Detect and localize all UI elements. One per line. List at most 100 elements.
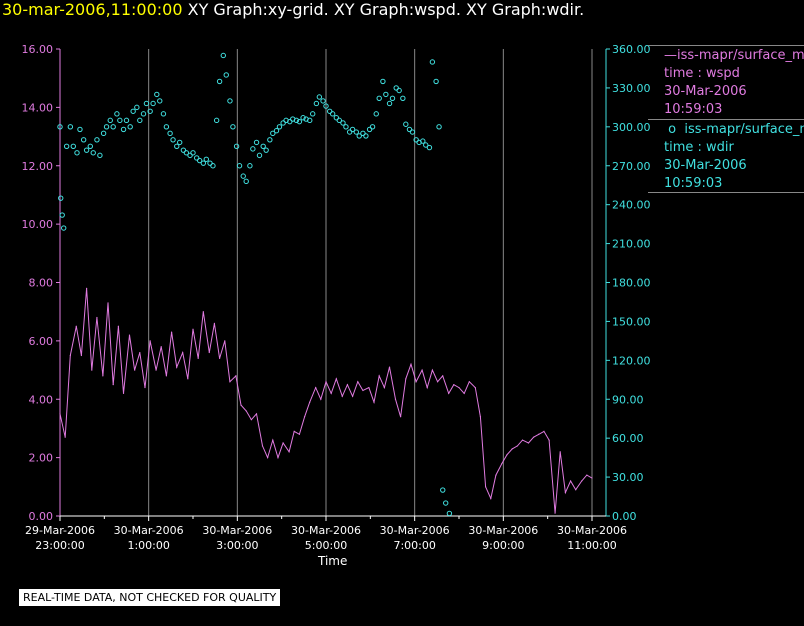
data-point-wspd bbox=[362, 389, 364, 392]
data-point-wdir bbox=[196, 157, 203, 164]
data-point-wdir bbox=[409, 129, 416, 135]
data-point-wspd bbox=[458, 386, 460, 389]
x-tick-label-date: 30-Mar-2006 bbox=[557, 524, 627, 537]
data-point-wspd bbox=[303, 416, 306, 418]
data-point-wspd bbox=[479, 416, 482, 418]
y-left-tick-label: 12.00 bbox=[22, 160, 54, 173]
x-tick-label-date: 30-Mar-2006 bbox=[468, 524, 538, 537]
data-point-wspd bbox=[463, 392, 465, 395]
data-point-wspd bbox=[75, 325, 77, 327]
data-point-wspd bbox=[564, 492, 567, 494]
data-point-wspd bbox=[388, 366, 391, 368]
y-right-tick-label: 120.00 bbox=[612, 354, 651, 367]
legend-divider-bottom bbox=[648, 192, 804, 193]
data-point-wspd bbox=[490, 497, 492, 500]
data-point-wspd bbox=[485, 486, 487, 488]
y-right-tick-label: 0.00 bbox=[612, 510, 637, 523]
legend-wdir-name: o iss-mapr/surface_m bbox=[664, 122, 804, 137]
data-point-wdir bbox=[123, 117, 130, 124]
data-point-wspd bbox=[165, 375, 167, 377]
data-point-wspd bbox=[208, 351, 210, 354]
data-point-wspd bbox=[352, 395, 354, 397]
data-point-wdir bbox=[94, 137, 100, 143]
data-point-wspd bbox=[107, 302, 109, 304]
data-point-wdir bbox=[429, 59, 436, 65]
data-point-wdir bbox=[443, 500, 449, 506]
data-point-wspd bbox=[272, 439, 274, 441]
data-point-wdir bbox=[300, 115, 306, 121]
data-point-wdir bbox=[120, 126, 127, 133]
data-point-wdir bbox=[213, 117, 220, 124]
data-point-wdir bbox=[363, 133, 369, 139]
data-point-wspd bbox=[240, 404, 242, 406]
data-point-wspd bbox=[219, 357, 221, 359]
data-point-wspd bbox=[96, 316, 98, 319]
data-point-wspd bbox=[320, 398, 322, 400]
y-right-tick-label: 150.00 bbox=[612, 315, 651, 328]
data-point-wdir bbox=[426, 144, 433, 151]
data-point-wdir bbox=[389, 95, 396, 101]
legend-wdir-time: 10:59:03 bbox=[664, 176, 723, 191]
data-point-wspd bbox=[315, 386, 317, 389]
data-point-wspd bbox=[298, 433, 300, 435]
data-point-wdir bbox=[260, 143, 266, 149]
quality-disclaimer: REAL-TIME DATA, NOT CHECKED FOR QUALITY bbox=[19, 589, 281, 606]
y-right-tick-label: 270.00 bbox=[612, 160, 651, 173]
data-point-wdir bbox=[58, 195, 64, 201]
legend-wspd: —iss-mapr/surface_m time : wspd 30-Mar-2… bbox=[664, 47, 804, 119]
data-point-wspd bbox=[117, 325, 119, 327]
data-point-wdir bbox=[220, 52, 226, 59]
data-point-wdir bbox=[117, 117, 123, 124]
y-right-tick-label: 300.00 bbox=[612, 121, 651, 134]
data-point-wspd bbox=[134, 369, 136, 371]
data-point-wdir bbox=[74, 150, 80, 156]
data-point-wspd bbox=[495, 474, 497, 476]
data-point-wdir bbox=[333, 115, 340, 121]
data-point-wspd bbox=[224, 340, 226, 342]
data-point-wdir bbox=[163, 124, 170, 130]
data-point-wspd bbox=[255, 413, 258, 415]
data-point-wdir bbox=[70, 143, 77, 149]
data-point-wspd bbox=[213, 322, 216, 324]
data-point-wspd bbox=[182, 351, 184, 354]
data-point-wdir bbox=[406, 126, 413, 133]
data-point-wdir bbox=[83, 147, 90, 153]
data-point-wspd bbox=[309, 401, 311, 403]
data-point-wdir bbox=[174, 143, 180, 149]
data-point-wspd bbox=[277, 457, 279, 459]
x-axis-label: Time bbox=[318, 554, 348, 568]
data-point-wspd bbox=[341, 395, 343, 397]
data-point-wdir bbox=[326, 108, 333, 114]
data-point-wdir bbox=[420, 138, 426, 144]
data-point-wspd bbox=[373, 401, 375, 403]
data-point-wdir bbox=[240, 173, 246, 179]
data-point-wdir bbox=[296, 118, 303, 125]
data-point-wspd bbox=[176, 366, 178, 368]
legend-wspd-date: 30-Mar-2006 bbox=[664, 84, 747, 99]
data-point-wspd bbox=[149, 340, 151, 342]
data-point-wdir bbox=[203, 156, 210, 162]
y-left-tick-label: 14.00 bbox=[22, 101, 54, 114]
y-left-tick-label: 4.00 bbox=[29, 393, 54, 406]
y-right-tick-label: 30.00 bbox=[612, 471, 644, 484]
data-point-wdir bbox=[400, 95, 406, 101]
data-point-wdir bbox=[386, 100, 393, 107]
data-point-wspd bbox=[548, 439, 550, 441]
data-point-wdir bbox=[127, 124, 133, 130]
legend-wdir: o iss-mapr/surface_m time : wdir 30-Mar-… bbox=[664, 121, 804, 193]
data-point-wspd bbox=[197, 357, 199, 359]
data-point-wdir bbox=[130, 108, 136, 114]
legend-divider-mid bbox=[648, 119, 804, 120]
data-point-wspd bbox=[64, 436, 66, 438]
data-point-wdir bbox=[340, 120, 346, 126]
y-right-tick-label: 210.00 bbox=[612, 238, 651, 251]
data-point-wdir bbox=[270, 130, 276, 137]
data-point-wspd bbox=[378, 375, 380, 377]
data-point-wspd bbox=[91, 369, 93, 371]
data-point-wdir bbox=[137, 117, 143, 124]
data-point-wdir bbox=[293, 117, 300, 124]
data-point-wdir bbox=[247, 163, 253, 169]
data-point-wspd bbox=[187, 378, 189, 380]
data-point-wdir bbox=[97, 152, 103, 159]
data-point-wdir bbox=[433, 78, 439, 85]
